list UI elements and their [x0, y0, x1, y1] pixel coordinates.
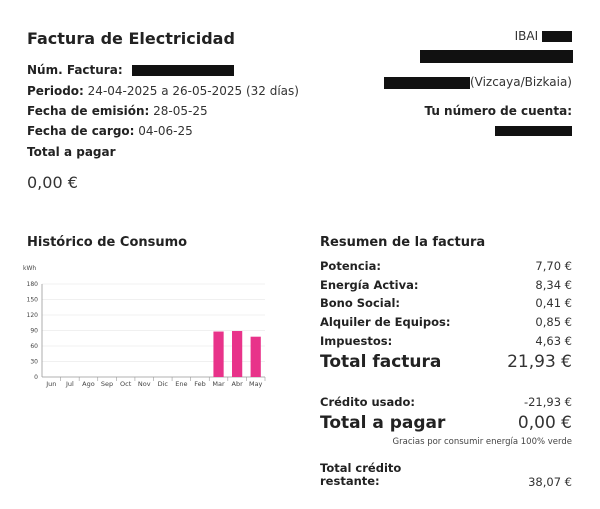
total-invoice-label: Total factura: [320, 352, 442, 372]
issue-date-label: Fecha de emisión:: [27, 104, 150, 118]
summary-row-label: Impuestos:: [320, 334, 393, 348]
total-invoice-row: Total factura 21,93 €: [320, 352, 572, 374]
summary-row-label: Alquiler de Equipos:: [320, 315, 451, 329]
customer-region-row: (Vizcaya/Bizkaia): [383, 75, 572, 89]
issue-date-value: 28-05-25: [153, 104, 208, 118]
account-label: Tu número de cuenta:: [424, 104, 572, 118]
summary-row-label: Bono Social:: [320, 296, 401, 310]
consumption-bar: [250, 336, 261, 377]
chart-y-ticks: 0 30 60 90 120 150 180: [27, 281, 39, 381]
y-tick-label: 90: [30, 328, 38, 335]
total-invoice-value: 21,93 €: [507, 352, 572, 372]
x-tick-label: Dic: [158, 380, 169, 388]
x-tick-label: Abr: [232, 380, 244, 388]
credit-used-value: -21,93 €: [523, 395, 572, 409]
credit-used-label: Crédito usado:: [320, 395, 416, 409]
y-tick-label: 60: [30, 343, 38, 350]
redacted-customer-name: [542, 31, 572, 42]
y-tick-label: 30: [30, 359, 38, 366]
history-title: Histórico de Consumo: [27, 235, 188, 250]
summary-title: Resumen de la factura: [320, 235, 486, 250]
redacted-account-number: [495, 126, 572, 136]
customer-name-row: IBAI: [515, 29, 572, 43]
x-tick-label: Ene: [175, 380, 187, 388]
redacted-address-line: [420, 50, 573, 63]
x-tick-label: Oct: [120, 380, 132, 388]
x-tick-label: Mar: [212, 380, 225, 388]
summary-row-value: 0,85 €: [535, 315, 572, 329]
x-tick-label: Ago: [82, 380, 95, 388]
remaining-credit-value: 38,07 €: [528, 475, 572, 489]
x-tick-label: Nov: [138, 380, 151, 388]
total-to-pay-label: Total a pagar: [27, 145, 116, 159]
amount-due-row: Total a pagar 0,00 €: [320, 413, 572, 435]
x-tick-label: Sep: [101, 380, 113, 388]
invoice-number-label: Núm. Factura:: [27, 63, 123, 77]
y-tick-label: 180: [27, 281, 39, 288]
summary-row-label: Energía Activa:: [320, 278, 419, 292]
invoice-number-row: Núm. Factura:: [27, 63, 235, 77]
consumption-bar: [213, 331, 224, 377]
x-tick-label: May: [249, 380, 263, 388]
summary-row-value: 8,34 €: [535, 278, 572, 292]
total-to-pay-amount: 0,00 €: [27, 173, 78, 192]
redacted-city: [383, 76, 470, 89]
chart-x-ticks: Jun Jul Ago Sep Oct Nov Dic Ene Feb Mar Abr May: [45, 377, 266, 388]
customer-region: (Vizcaya/Bizkaia): [469, 75, 572, 89]
y-tick-label: 120: [27, 312, 39, 319]
summary-row-value: 4,63 €: [535, 334, 572, 348]
consumption-bar: [232, 331, 243, 377]
period-label: Periodo:: [27, 84, 84, 98]
x-tick-label: Jul: [65, 380, 74, 388]
amount-due-value: 0,00 €: [517, 413, 572, 433]
charge-date-label: Fecha de cargo:: [27, 124, 135, 138]
period-row: Periodo: 24-04-2025 a 26-05-2025 (32 día…: [27, 84, 299, 98]
invoice-title: Factura de Electricidad: [27, 29, 235, 48]
y-tick-label: 0: [34, 374, 38, 381]
chart-bars: [213, 331, 261, 377]
x-tick-label: Jun: [45, 380, 56, 388]
remaining-credit-label-line1: Total crédito: [320, 461, 402, 475]
remaining-credit-label-line2: restante:: [320, 474, 380, 488]
green-energy-note: Gracias por consumir energía 100% verde: [392, 437, 572, 447]
y-tick-label: 150: [27, 297, 39, 304]
issue-date-row: Fecha de emisión: 28-05-25: [27, 104, 208, 118]
summary-row-value: 7,70 €: [535, 259, 572, 273]
amount-due-label: Total a pagar: [320, 413, 446, 433]
period-value: 24-04-2025 a 26-05-2025 (32 días): [87, 84, 299, 98]
redacted-invoice-number: [132, 65, 235, 76]
consumption-chart: kWh 0 30 60 90 120 150 180 Jun Jul Ago Sep Oct Nov D…: [23, 265, 266, 388]
customer-name-prefix: IBAI: [514, 29, 539, 43]
charge-date-value: 04-06-25: [138, 124, 193, 138]
chart-y-axis-label: kWh: [23, 265, 36, 272]
charge-date-row: Fecha de cargo: 04-06-25: [27, 124, 193, 138]
remaining-credit-label: Total crédito restante:: [320, 462, 401, 488]
remaining-credit-row: Total crédito restante: 38,07 €: [320, 462, 572, 490]
chart-grid: [41, 283, 265, 378]
x-tick-label: Feb: [194, 380, 206, 388]
summary-row-value: 0,41 €: [535, 296, 572, 310]
summary-row-label: Potencia:: [320, 259, 381, 273]
